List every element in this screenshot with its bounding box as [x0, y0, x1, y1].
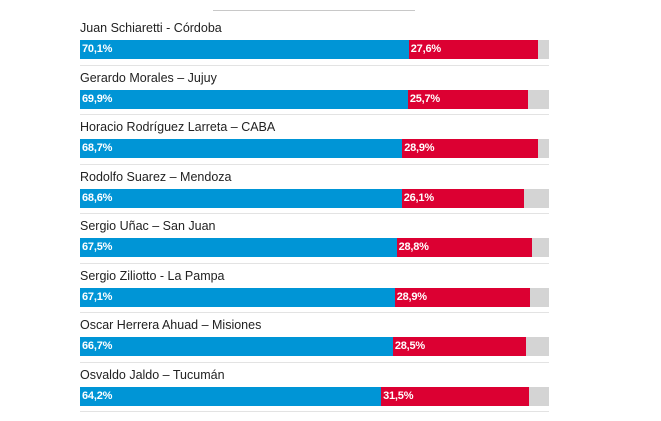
value-label: 68,6% [82, 191, 113, 204]
bar-row: Horacio Rodríguez Larreta – CABA 68,7% 28,… [80, 115, 549, 165]
category-label: Osvaldo Jaldo – Tucumán [80, 367, 225, 382]
value-label: 27,6% [410, 43, 441, 55]
row-divider [80, 114, 549, 115]
bar-row: Rodolfo Suarez – Mendoza 68,6% 26,1% [80, 165, 549, 214]
value-label: 66,7% [82, 340, 113, 352]
bar-row: Juan Schiaretti - Córdoba 70,1% 27,6% [80, 16, 549, 66]
category-label: Oscar Herrera Ahuad – Misiones [80, 318, 262, 332]
row-divider [80, 64, 549, 66]
value-label: 69,9% [82, 92, 113, 105]
value-label: 25,7% [409, 92, 441, 105]
value-label: 28,8% [398, 241, 429, 253]
category-label: Horacio Rodríguez Larreta – CABA [80, 120, 276, 134]
row-divider [80, 213, 549, 214]
bar-track: 70,1% 27,6% [80, 40, 549, 59]
category-label: Rodolfo Suarez – Mendoza [80, 169, 232, 184]
value-label: 28,9% [396, 290, 427, 303]
bar-track: 64,2% 31,5% [80, 386, 549, 406]
bar-track: 67,1% 28,9% [80, 287, 549, 307]
top-divider [213, 10, 415, 11]
value-label: 26,1% [403, 191, 434, 204]
category-label: Sergio Ziliotto - La Pampa [80, 268, 225, 283]
stacked-bar-chart: Juan Schiaretti - Córdoba 70,1% 27,6% Gerar… [80, 16, 549, 412]
value-label: 67,1% [82, 290, 113, 303]
value-label: 68,7% [82, 142, 113, 154]
bar-segment-secondary: 25,7% [407, 89, 529, 109]
bar-segment-primary: 67,5% [80, 238, 397, 257]
bar-segment-secondary: 26,1% [401, 188, 525, 208]
category-label: Gerardo Morales – Jujuy [80, 70, 217, 85]
bar-segment-primary: 67,1% [80, 287, 395, 307]
value-label: 67,5% [82, 241, 113, 253]
bar-track: 68,7% 28,9% [80, 139, 549, 158]
bar-track: 67,5% 28,8% [80, 238, 549, 257]
bar-segment-secondary: 28,9% [402, 139, 538, 158]
bar-segment-primary: 69,9% [80, 89, 408, 109]
row-divider [80, 361, 549, 363]
bar-row: Osvaldo Jaldo – Tucumán 64,2% 31,5% [80, 363, 549, 412]
bar-track: 68,6% 26,1% [80, 188, 549, 208]
bar-segment-primary: 70,1% [80, 40, 409, 59]
bar-segment-secondary: 31,5% [381, 386, 529, 406]
row-divider [80, 163, 549, 165]
row-divider [80, 411, 549, 412]
bar-segment-secondary: 27,6% [408, 40, 539, 59]
bar-segment-secondary: 28,8% [396, 238, 532, 257]
row-divider [80, 312, 549, 313]
value-label: 28,5% [394, 340, 426, 352]
bar-segment-primary: 64,2% [80, 386, 382, 406]
bar-row: Sergio Uñac – San Juan 67,5% 28,8% [80, 214, 549, 264]
bar-row: Oscar Herrera Ahuad – Misiones 66,7% 28,5% [80, 313, 549, 363]
bar-track: 69,9% 25,7% [80, 89, 549, 109]
bar-segment-secondary: 28,9% [394, 287, 531, 307]
bar-segment-primary: 68,6% [80, 188, 402, 208]
value-label: 28,9% [404, 142, 435, 154]
value-label: 64,2% [82, 389, 113, 402]
row-divider [80, 262, 549, 264]
value-label: 70,1% [82, 43, 113, 55]
bar-track: 66,7% 28,5% [80, 337, 549, 356]
category-label: Sergio Uñac – San Juan [80, 219, 216, 233]
bar-row: Sergio Ziliotto - La Pampa 67,1% 28,9% [80, 264, 549, 313]
bar-row: Gerardo Morales – Jujuy 69,9% 25,7% [80, 66, 549, 115]
bar-segment-primary: 68,7% [80, 139, 403, 158]
value-label: 31,5% [383, 389, 414, 402]
bar-segment-secondary: 28,5% [392, 337, 527, 356]
bar-segment-primary: 66,7% [80, 337, 393, 356]
category-label: Juan Schiaretti - Córdoba [80, 21, 222, 35]
